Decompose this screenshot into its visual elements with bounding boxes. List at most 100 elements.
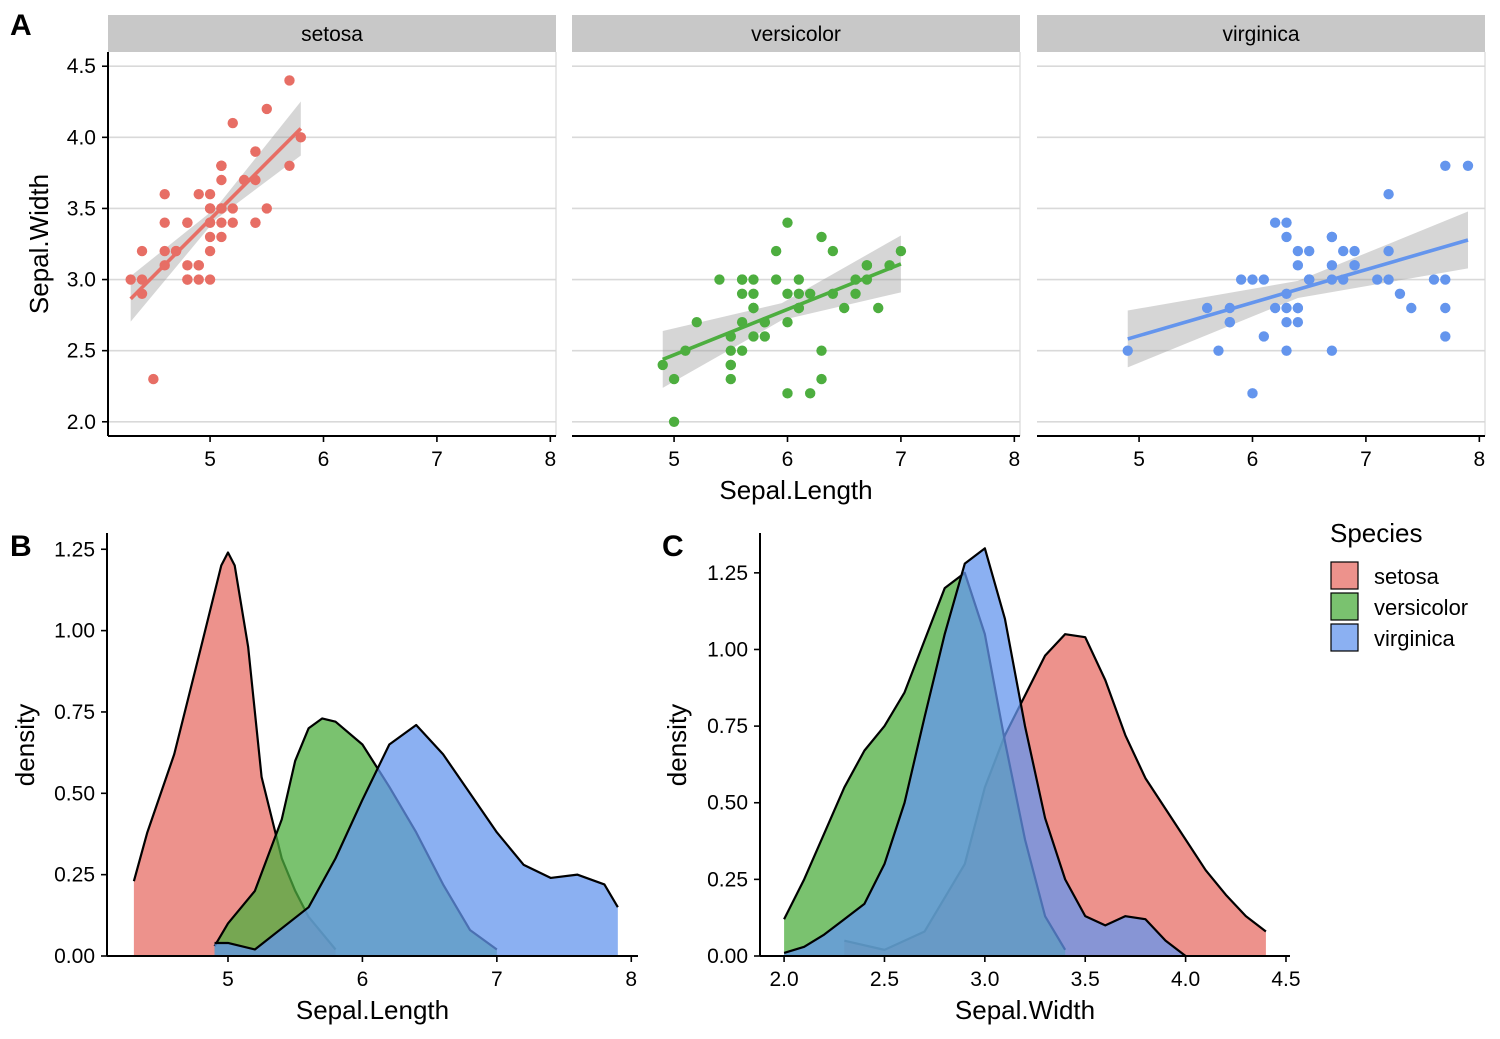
point-virginica-30 <box>1406 302 1417 314</box>
point-versicolor-18 <box>804 388 816 399</box>
point-versicolor-19 <box>736 345 748 356</box>
scatter-facets-panel: setosa 5 6 7 8 versicolor 5 6 7 8 virginica 5 6 7 8 2.0… <box>24 15 1486 505</box>
point-virginica-37 <box>1292 260 1304 271</box>
point-virginica-8 <box>1326 345 1338 356</box>
y-tick-label-a-4: 4.0 <box>67 126 96 149</box>
y-tick-label-C-0: 0.00 <box>707 945 748 968</box>
point-setosa-31 <box>250 217 261 228</box>
point-virginica-2 <box>1372 274 1383 285</box>
point-setosa-28 <box>227 217 238 228</box>
point-versicolor-8 <box>850 288 861 299</box>
point-virginica-49 <box>1235 274 1247 285</box>
species-legend: Species setosa versicolor virginica <box>1330 518 1468 652</box>
point-versicolor-33 <box>782 317 793 328</box>
point-virginica-20 <box>1349 245 1360 257</box>
point-virginica-41 <box>1349 260 1360 271</box>
point-setosa-38 <box>136 274 148 285</box>
point-versicolor-12 <box>782 388 793 399</box>
point-setosa-13 <box>125 274 136 285</box>
point-virginica-21 <box>1201 302 1213 314</box>
point-virginica-22 <box>1440 302 1451 314</box>
point-versicolor-22 <box>816 345 827 356</box>
regression-line-versicolor <box>662 262 902 362</box>
y-tick-label-B-0: 0.00 <box>54 945 95 968</box>
y-axis-title-a: Sepal.Width <box>24 174 54 314</box>
point-virginica-42 <box>1224 317 1236 328</box>
y-tick-label-B-1: 0.25 <box>54 864 95 887</box>
point-virginica-35 <box>1440 274 1451 285</box>
point-virginica-19 <box>1247 388 1258 399</box>
x-tick-label-virginica-0: 5 <box>1133 448 1145 471</box>
point-setosa-27 <box>227 203 238 214</box>
point-versicolor-0 <box>895 245 907 257</box>
point-setosa-4 <box>204 189 216 200</box>
point-setosa-15 <box>284 75 295 86</box>
regression-line-setosa <box>129 127 303 301</box>
point-versicolor-31 <box>725 359 736 371</box>
facet-strip-versicolor <box>572 15 1020 52</box>
x-tick-label-C-2: 3.0 <box>970 968 999 991</box>
point-virginica-27 <box>1258 274 1270 285</box>
point-virginica-10 <box>1304 245 1315 257</box>
point-setosa-23 <box>216 231 227 243</box>
x-tick-label-B-2: 7 <box>491 968 503 991</box>
y-tick-label-C-4: 1.00 <box>707 638 748 661</box>
y-tick-label-C-5: 1.25 <box>707 562 748 585</box>
point-setosa-36 <box>261 203 272 214</box>
point-virginica-43 <box>1338 245 1349 257</box>
y-tick-label-a-2: 3.0 <box>67 269 96 292</box>
point-virginica-0 <box>1281 231 1292 243</box>
point-virginica-40 <box>1326 260 1338 271</box>
point-versicolor-42 <box>759 331 771 342</box>
point-versicolor-20 <box>770 245 782 257</box>
facet-setosa: setosa 5 6 7 8 <box>108 15 557 471</box>
point-versicolor-47 <box>804 288 816 299</box>
y-axis-title-B: density <box>10 704 40 786</box>
y-tick-label-C-1: 0.25 <box>707 868 748 891</box>
legend-key-setosa <box>1330 561 1359 590</box>
point-setosa-35 <box>204 245 216 257</box>
point-setosa-25 <box>204 274 216 285</box>
point-virginica-15 <box>1292 245 1304 257</box>
point-virginica-33 <box>1281 302 1292 314</box>
facet-strip-setosa <box>108 15 556 52</box>
point-versicolor-38 <box>736 274 748 285</box>
x-tick-label-C-3: 3.5 <box>1071 968 1100 991</box>
y-tick-label-B-3: 0.75 <box>54 701 95 724</box>
sepal-length-density-panel: 5 6 7 8 0.00 0.25 0.50 0.75 1.00 1.25 Sepal.Length… <box>10 533 638 1025</box>
point-versicolor-14 <box>736 288 748 299</box>
point-virginica-5 <box>1428 274 1440 285</box>
point-virginica-17 <box>1440 160 1451 171</box>
point-versicolor-3 <box>725 373 736 385</box>
y-tick-label-a-0: 2.0 <box>67 411 96 434</box>
y-axis-title-C: density <box>662 704 692 786</box>
x-tick-label-setosa-1: 6 <box>318 448 330 471</box>
x-tick-label-versicolor-0: 5 <box>668 448 680 471</box>
point-versicolor-4 <box>839 302 850 314</box>
density-outline-virginica <box>783 547 1187 957</box>
density-outline-virginica <box>214 723 619 951</box>
x-tick-label-versicolor-2: 7 <box>895 448 907 471</box>
point-virginica-11 <box>1292 317 1304 328</box>
y-tick-label-C-2: 0.50 <box>707 792 748 815</box>
point-setosa-21 <box>216 174 227 186</box>
point-versicolor-46 <box>748 288 759 299</box>
facet-strip-virginica <box>1037 15 1485 52</box>
point-versicolor-10 <box>668 416 680 427</box>
facet-strip-label-versicolor: versicolor <box>751 23 841 46</box>
point-versicolor-35 <box>782 217 793 228</box>
point-virginica-6 <box>1122 345 1133 356</box>
facet-strip-label-setosa: setosa <box>301 23 363 46</box>
point-versicolor-29 <box>748 331 759 342</box>
point-virginica-18 <box>1440 331 1451 342</box>
x-tick-label-C-5: 4.5 <box>1271 968 1300 991</box>
point-setosa-24 <box>182 217 193 228</box>
x-axis-title-C: Sepal.Width <box>955 995 1095 1025</box>
point-versicolor-45 <box>748 274 759 285</box>
point-versicolor-39 <box>725 345 736 356</box>
point-versicolor-11 <box>770 274 782 285</box>
x-tick-label-B-3: 8 <box>625 968 637 991</box>
point-setosa-37 <box>193 189 204 200</box>
legend-title: Species <box>1330 518 1423 548</box>
